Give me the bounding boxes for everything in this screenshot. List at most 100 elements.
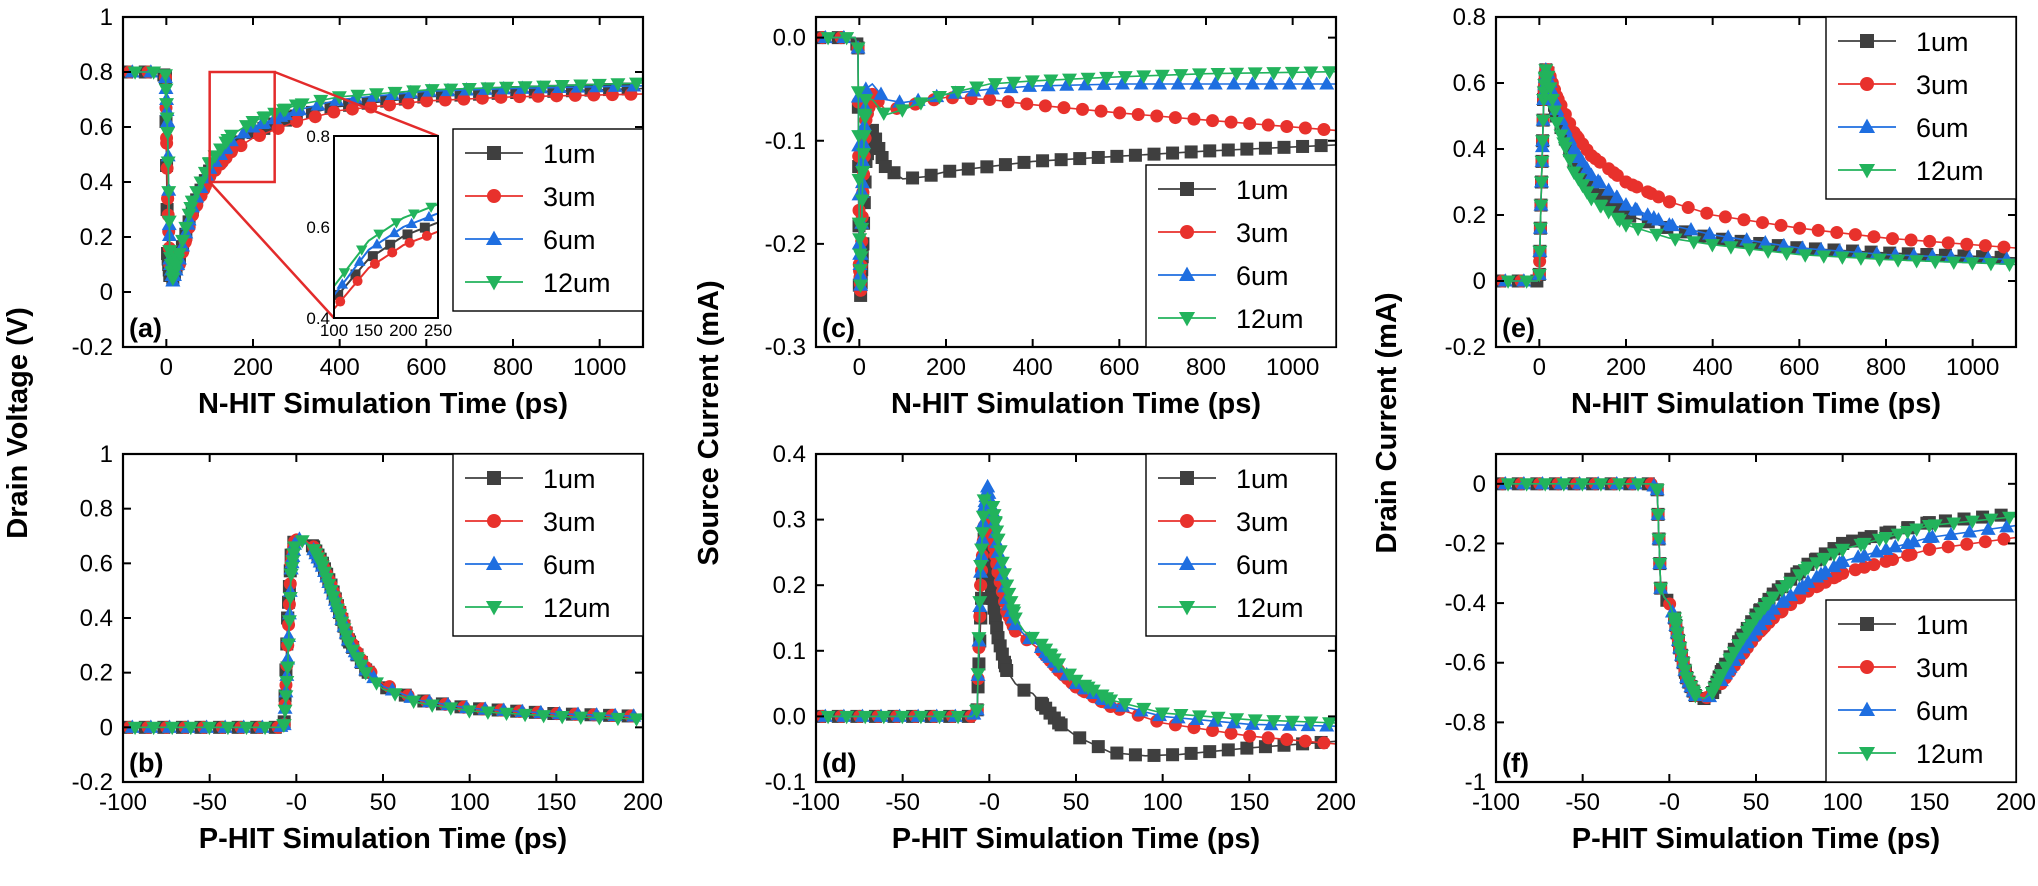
data-point-12um	[1890, 254, 1906, 268]
data-point-6um	[1809, 569, 1825, 583]
x-tick-label: 600	[1779, 354, 1819, 381]
panel-a: 0 200 400 600 800 1000 -0.2 0 0.2 0.4 0.6 0.8 1 N-HIT…	[72, 4, 645, 420]
legend-entry-1um: 1um	[1236, 175, 1289, 205]
y-tick-label: 0.8	[80, 59, 113, 86]
data-point-12um	[854, 222, 870, 237]
data-point-12um	[989, 525, 1005, 539]
data-point-12um	[406, 695, 422, 709]
data-point-1um	[1166, 748, 1180, 762]
data-point-12um	[1760, 245, 1776, 259]
data-point-12um	[1835, 543, 1851, 558]
data-point-12um	[1542, 82, 1558, 96]
panel-label: (e)	[1502, 313, 1535, 343]
data-point-12um	[1303, 66, 1319, 80]
y-tick-label: -0.2	[72, 334, 113, 361]
data-point-3um	[1774, 218, 1788, 232]
data-point-3um	[1904, 233, 1918, 247]
data-point-12um	[1303, 716, 1319, 730]
data-point-12um	[1856, 537, 1872, 552]
data-point-6um	[1300, 76, 1316, 90]
data-point-12um	[1519, 275, 1535, 289]
x-axis-title: P-HIT Simulation Time (ps)	[1572, 823, 1940, 855]
inset-point-6um	[353, 255, 366, 266]
data-point-12um	[853, 279, 869, 293]
data-point-12um	[971, 632, 987, 646]
data-point-12um	[1618, 219, 1634, 233]
data-point-12um	[1080, 72, 1096, 87]
data-point-12um	[855, 166, 871, 180]
x-tick-label: 1000	[1266, 354, 1319, 381]
data-point-6um	[1826, 558, 1842, 573]
data-point-6um	[1999, 519, 2015, 533]
data-point-6um	[1629, 202, 1645, 216]
data-point-3um	[1901, 548, 1915, 562]
data-point-12um	[1556, 478, 1572, 492]
legend-marker	[1860, 34, 1874, 48]
x-tick-label: 200	[233, 354, 273, 381]
legend-entry-6um: 6um	[1236, 550, 1289, 580]
x-tick-label: 100	[1143, 789, 1183, 816]
data-point-12um	[629, 77, 643, 92]
data-point-1um	[1203, 745, 1217, 759]
data-point-6um	[1133, 76, 1149, 90]
data-point-12um	[1094, 689, 1110, 703]
data-point-3um	[1261, 731, 1275, 745]
data-point-6um	[1887, 539, 1903, 553]
y-tick-label: -0.2	[1445, 530, 1486, 557]
data-point-12um	[1266, 715, 1282, 729]
data-point-1um	[1240, 741, 1254, 755]
data-point-12um	[1051, 658, 1067, 672]
data-point-12um	[1673, 649, 1689, 664]
data-point-3um	[1978, 535, 1992, 549]
data-point-12um	[461, 82, 477, 97]
data-point-12um	[340, 637, 356, 651]
data-point-12um	[220, 721, 236, 736]
data-point-6um	[1226, 76, 1242, 90]
data-point-12um	[1809, 557, 1825, 571]
data-point-12um	[876, 107, 892, 121]
data-point-12um	[387, 86, 403, 101]
data-point-12um	[1872, 253, 1887, 267]
data-point-12um	[443, 702, 459, 716]
data-point-12um	[913, 97, 929, 111]
y-tick-label: 0.4	[80, 169, 113, 196]
y-tick-label: 0.6	[1453, 70, 1486, 97]
x-tick-label: 150	[1909, 789, 1949, 816]
data-point-3um	[475, 91, 489, 105]
data-point-12um	[820, 710, 836, 725]
inset-point-6um	[423, 210, 435, 222]
data-point-3um	[1941, 236, 1955, 250]
data-point-12um	[1649, 484, 1665, 498]
data-point-12um	[1890, 528, 1906, 542]
data-point-3um	[327, 105, 341, 119]
data-point-6um	[1900, 535, 1916, 549]
y-tick-label: 0.4	[80, 605, 113, 632]
data-point-12um	[969, 81, 985, 95]
x-tick-label: -0	[979, 789, 1000, 816]
data-point-12um	[573, 711, 589, 725]
data-point-12um	[1557, 141, 1573, 156]
data-point-6um	[1800, 574, 1816, 588]
data-point-3um	[1317, 736, 1331, 750]
inset-point-12um	[338, 268, 351, 279]
data-point-12um	[499, 707, 514, 722]
data-point-12um	[1834, 251, 1850, 265]
data-point-12um	[1652, 558, 1668, 572]
data-point-12um	[313, 94, 329, 109]
middle-ylabel: Source Current (mA)	[693, 280, 725, 565]
y-tick-label: -0.2	[1445, 334, 1486, 361]
data-point-12um	[975, 510, 991, 525]
data-point-12um	[1024, 75, 1040, 89]
data-point-12um	[277, 704, 293, 719]
data-point-12um	[1210, 68, 1226, 82]
data-point-12um	[554, 80, 570, 94]
data-point-3um	[383, 98, 396, 112]
data-point-1um	[1166, 146, 1180, 160]
data-point-12um	[1154, 707, 1170, 721]
data-point-3um	[1261, 118, 1275, 132]
data-point-12um	[976, 494, 992, 508]
data-point-12um	[369, 677, 384, 691]
legend-marker	[487, 471, 501, 485]
data-point-3um	[1317, 122, 1331, 136]
left-ylabel: Drain Voltage (V)	[2, 307, 34, 539]
